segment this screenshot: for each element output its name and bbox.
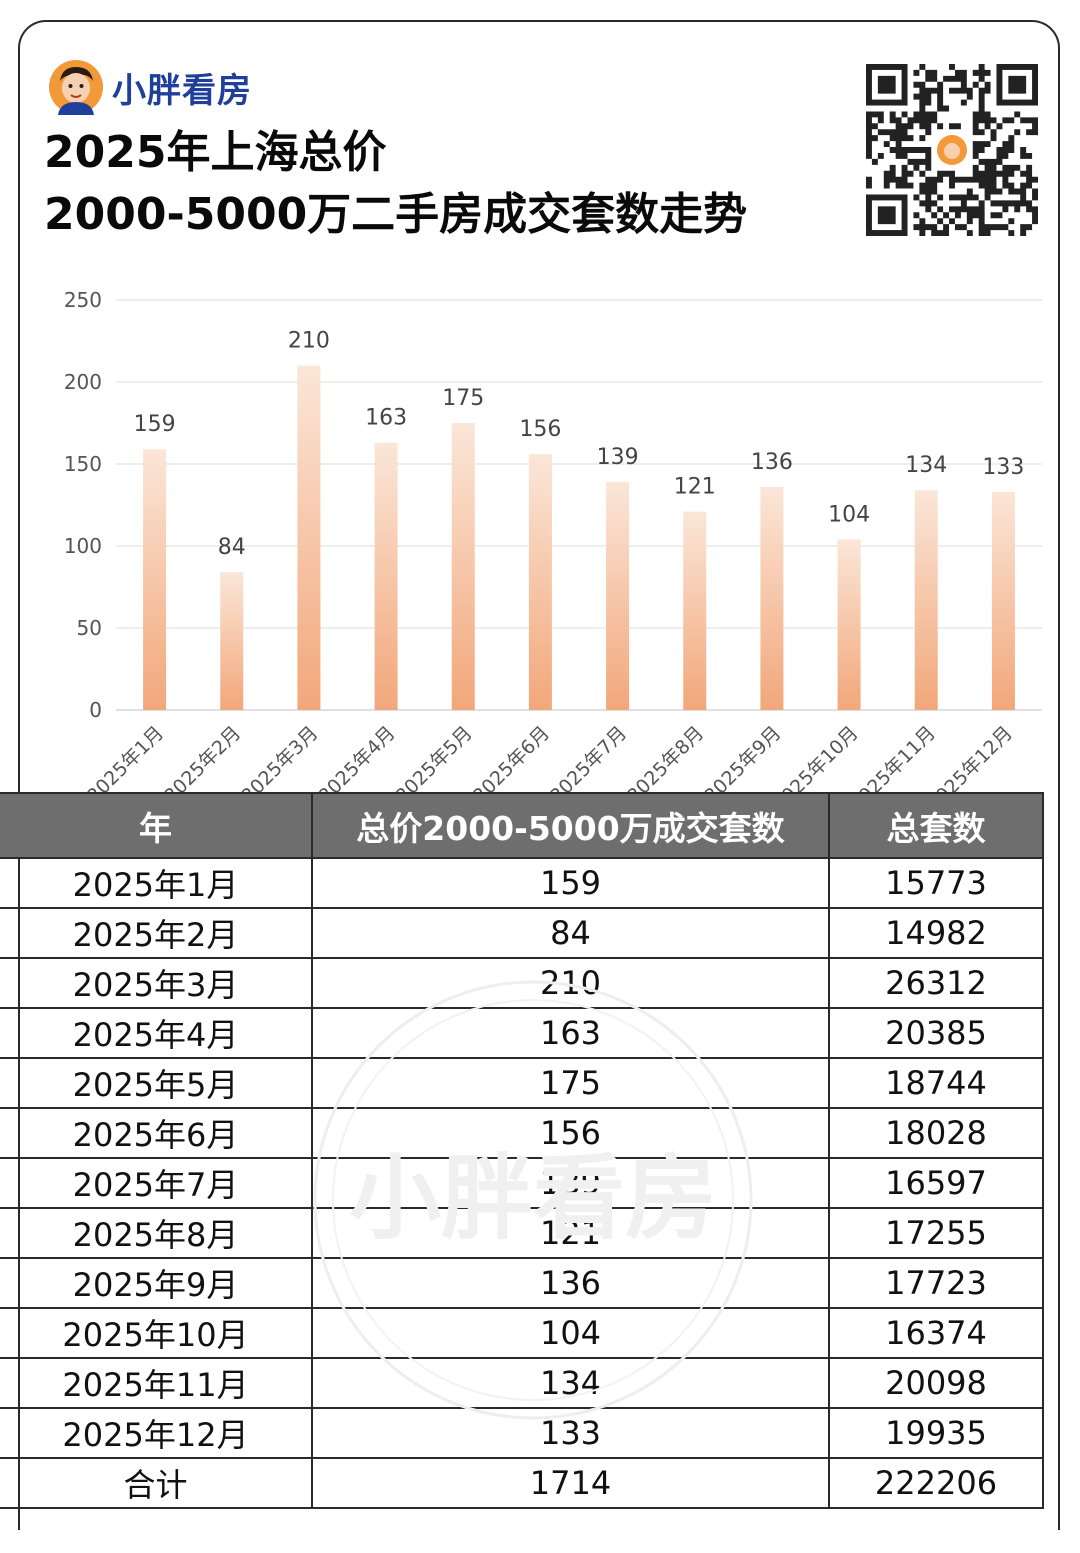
table-row: 2025年5月 175 18744 bbox=[0, 1057, 1044, 1109]
y-tick-label: 0 bbox=[89, 698, 102, 722]
brand: 小胖看房 bbox=[48, 58, 252, 116]
data-label: 210 bbox=[288, 329, 330, 354]
y-tick-label: 150 bbox=[64, 452, 102, 476]
cell-total: 19935 bbox=[828, 1407, 1044, 1459]
table-header-row: 年 总价2000-5000万成交套数 总套数 bbox=[0, 792, 1044, 859]
cell-deals: 139 bbox=[311, 1157, 830, 1209]
cell-deals: 175 bbox=[311, 1057, 830, 1109]
table-row: 2025年3月 210 26312 bbox=[0, 957, 1044, 1009]
table-row: 2025年11月 134 20098 bbox=[0, 1357, 1044, 1409]
y-tick-label: 200 bbox=[64, 370, 102, 394]
title-line-1: 2025年上海总价 bbox=[44, 127, 387, 178]
y-tick-label: 50 bbox=[77, 616, 102, 640]
table-row: 2025年12月 133 19935 bbox=[0, 1407, 1044, 1459]
data-label: 175 bbox=[442, 386, 484, 411]
y-axis-ticks: 0 50 100 150 200 250 bbox=[64, 288, 102, 722]
bar bbox=[528, 454, 552, 710]
bar bbox=[606, 482, 630, 710]
cell-total: 26312 bbox=[828, 957, 1044, 1009]
cell-month: 2025年9月 bbox=[0, 1257, 313, 1309]
cell-month: 2025年5月 bbox=[0, 1057, 313, 1109]
data-label: 133 bbox=[982, 455, 1024, 480]
cell-total: 16597 bbox=[828, 1157, 1044, 1209]
cell-month: 2025年6月 bbox=[0, 1107, 313, 1159]
cell-month: 2025年12月 bbox=[0, 1407, 313, 1459]
data-table: 年 总价2000-5000万成交套数 总套数 2025年1月 159 15773 20… bbox=[0, 792, 1044, 1509]
cell-total: 20098 bbox=[828, 1357, 1044, 1409]
cell-total: 16374 bbox=[828, 1307, 1044, 1359]
data-label: 163 bbox=[365, 406, 407, 431]
data-label: 104 bbox=[828, 502, 870, 527]
cell-deals: 210 bbox=[311, 957, 830, 1009]
y-tick-label: 100 bbox=[64, 534, 102, 558]
total-deals: 1714 bbox=[311, 1457, 830, 1509]
bar bbox=[837, 539, 861, 710]
table-row: 2025年4月 163 20385 bbox=[0, 1007, 1044, 1059]
header-month: 年 bbox=[0, 792, 313, 859]
bar bbox=[374, 442, 398, 710]
table-row: 2025年6月 156 18028 bbox=[0, 1107, 1044, 1159]
cell-total: 15773 bbox=[828, 857, 1044, 909]
cell-total: 14982 bbox=[828, 907, 1044, 959]
cell-deals: 134 bbox=[311, 1357, 830, 1409]
cell-month: 2025年2月 bbox=[0, 907, 313, 959]
cell-month: 2025年8月 bbox=[0, 1207, 313, 1259]
cartoon-avatar-icon bbox=[49, 60, 103, 115]
table-row: 2025年1月 159 15773 bbox=[0, 857, 1044, 909]
cell-total: 18744 bbox=[828, 1057, 1044, 1109]
table-row: 2025年7月 139 16597 bbox=[0, 1157, 1044, 1209]
table-row: 2025年9月 136 17723 bbox=[0, 1257, 1044, 1309]
data-label: 139 bbox=[597, 445, 639, 470]
table-total-row: 合计 1714 222206 bbox=[0, 1457, 1044, 1509]
table-row: 2025年8月 121 17255 bbox=[0, 1207, 1044, 1259]
bar bbox=[991, 491, 1015, 710]
cell-deals: 159 bbox=[311, 857, 830, 909]
cell-month: 2025年10月 bbox=[0, 1307, 313, 1359]
page-title: 2025年上海总价 2000-5000万二手房成交套数走势 bbox=[44, 122, 747, 246]
cell-deals: 84 bbox=[311, 907, 830, 959]
chart-gridlines bbox=[116, 299, 1042, 711]
chart-bars bbox=[143, 365, 1015, 710]
cell-deals: 121 bbox=[311, 1207, 830, 1259]
data-label: 136 bbox=[751, 450, 793, 475]
data-labels: 159 84 210 163 175 156 139 121 136 104 134 133 bbox=[134, 329, 1025, 561]
cell-total: 17723 bbox=[828, 1257, 1044, 1309]
y-tick-label: 250 bbox=[64, 288, 102, 312]
cell-month: 2025年3月 bbox=[0, 957, 313, 1009]
brand-name: 小胖看房 bbox=[112, 70, 252, 111]
bar bbox=[760, 486, 784, 710]
header-deals-2000-5000: 总价2000-5000万成交套数 bbox=[311, 792, 830, 859]
table-row: 2025年2月 84 14982 bbox=[0, 907, 1044, 959]
cell-deals: 104 bbox=[311, 1307, 830, 1359]
bar bbox=[143, 449, 167, 710]
bar bbox=[914, 490, 938, 710]
cell-total: 17255 bbox=[828, 1207, 1044, 1259]
header-total-deals: 总套数 bbox=[828, 792, 1044, 859]
total-all: 222206 bbox=[828, 1457, 1044, 1509]
cell-deals: 133 bbox=[311, 1407, 830, 1459]
table-row: 2025年10月 104 16374 bbox=[0, 1307, 1044, 1359]
data-label: 84 bbox=[218, 535, 246, 560]
data-label: 156 bbox=[519, 417, 561, 442]
total-label: 合计 bbox=[0, 1457, 313, 1509]
cell-month: 2025年4月 bbox=[0, 1007, 313, 1059]
bar bbox=[297, 365, 321, 710]
bar bbox=[451, 423, 475, 710]
bar bbox=[220, 572, 244, 710]
cell-deals: 156 bbox=[311, 1107, 830, 1159]
bar bbox=[683, 511, 707, 710]
cell-month: 2025年1月 bbox=[0, 857, 313, 909]
data-label: 159 bbox=[134, 412, 176, 437]
qr-code-icon bbox=[866, 64, 1038, 236]
cell-deals: 136 bbox=[311, 1257, 830, 1309]
cell-month: 2025年7月 bbox=[0, 1157, 313, 1209]
cell-month: 2025年11月 bbox=[0, 1357, 313, 1409]
data-label: 121 bbox=[674, 475, 716, 500]
cell-total: 20385 bbox=[828, 1007, 1044, 1059]
cell-total: 18028 bbox=[828, 1107, 1044, 1159]
data-label: 134 bbox=[905, 453, 947, 478]
title-line-2: 2000-5000万二手房成交套数走势 bbox=[44, 189, 748, 240]
cell-deals: 163 bbox=[311, 1007, 830, 1059]
